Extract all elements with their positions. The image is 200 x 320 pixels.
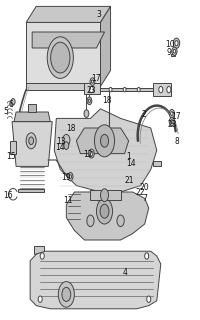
Circle shape bbox=[100, 189, 108, 202]
Circle shape bbox=[158, 86, 162, 93]
Polygon shape bbox=[28, 104, 36, 112]
Text: 23: 23 bbox=[166, 120, 176, 129]
Circle shape bbox=[123, 87, 125, 92]
Text: 9: 9 bbox=[165, 48, 170, 57]
Circle shape bbox=[90, 151, 92, 156]
Circle shape bbox=[50, 42, 70, 73]
Circle shape bbox=[168, 109, 174, 118]
Circle shape bbox=[116, 215, 124, 227]
Polygon shape bbox=[76, 128, 128, 154]
Polygon shape bbox=[10, 141, 16, 154]
Polygon shape bbox=[66, 192, 148, 240]
Text: 14: 14 bbox=[125, 159, 135, 168]
Circle shape bbox=[89, 86, 93, 93]
Text: 15: 15 bbox=[6, 152, 16, 161]
Text: 16: 16 bbox=[3, 191, 13, 200]
Polygon shape bbox=[170, 54, 174, 56]
Polygon shape bbox=[90, 190, 120, 200]
Polygon shape bbox=[30, 251, 160, 309]
Text: 19: 19 bbox=[61, 173, 71, 182]
Circle shape bbox=[170, 120, 172, 124]
Polygon shape bbox=[54, 109, 156, 192]
Text: 1: 1 bbox=[126, 152, 130, 161]
Polygon shape bbox=[84, 83, 100, 94]
Polygon shape bbox=[14, 112, 50, 122]
Circle shape bbox=[62, 134, 70, 146]
Circle shape bbox=[69, 175, 71, 179]
Circle shape bbox=[100, 204, 108, 218]
Polygon shape bbox=[18, 189, 44, 192]
Circle shape bbox=[100, 134, 108, 147]
Circle shape bbox=[170, 112, 172, 116]
Polygon shape bbox=[100, 6, 110, 86]
Circle shape bbox=[90, 78, 94, 85]
Circle shape bbox=[172, 49, 175, 53]
Circle shape bbox=[38, 296, 42, 302]
Circle shape bbox=[144, 253, 148, 259]
Circle shape bbox=[105, 130, 111, 139]
Text: 11: 11 bbox=[63, 196, 72, 204]
Text: 7: 7 bbox=[142, 194, 146, 203]
Text: 17: 17 bbox=[170, 112, 180, 121]
Circle shape bbox=[172, 38, 179, 48]
Polygon shape bbox=[152, 161, 160, 166]
Text: 6: 6 bbox=[9, 100, 13, 109]
Text: 20: 20 bbox=[139, 183, 148, 192]
Polygon shape bbox=[26, 83, 100, 90]
Text: 12: 12 bbox=[83, 150, 93, 159]
Text: 18: 18 bbox=[66, 124, 76, 133]
Text: 22: 22 bbox=[135, 188, 145, 197]
Polygon shape bbox=[84, 88, 166, 91]
Text: 5: 5 bbox=[4, 107, 8, 116]
Circle shape bbox=[166, 86, 170, 93]
Text: 10: 10 bbox=[165, 40, 174, 49]
Circle shape bbox=[29, 137, 33, 145]
Circle shape bbox=[64, 142, 68, 149]
Text: 3: 3 bbox=[96, 10, 100, 19]
Circle shape bbox=[40, 253, 44, 259]
Circle shape bbox=[86, 215, 94, 227]
Circle shape bbox=[88, 149, 94, 158]
Circle shape bbox=[58, 282, 74, 307]
Text: 2: 2 bbox=[141, 110, 145, 119]
Circle shape bbox=[26, 133, 36, 149]
Circle shape bbox=[146, 296, 150, 302]
Polygon shape bbox=[26, 6, 110, 22]
Polygon shape bbox=[12, 122, 52, 166]
Text: 14: 14 bbox=[55, 143, 65, 152]
Circle shape bbox=[168, 117, 174, 126]
Circle shape bbox=[171, 47, 176, 55]
Text: 13: 13 bbox=[56, 137, 66, 146]
Circle shape bbox=[91, 80, 93, 83]
Polygon shape bbox=[152, 83, 170, 96]
Polygon shape bbox=[34, 246, 44, 254]
Circle shape bbox=[96, 198, 112, 224]
Text: 18: 18 bbox=[101, 96, 111, 105]
Circle shape bbox=[137, 87, 139, 92]
Circle shape bbox=[62, 287, 70, 301]
Circle shape bbox=[87, 97, 91, 105]
Circle shape bbox=[88, 99, 90, 102]
Circle shape bbox=[11, 99, 15, 105]
Text: 17: 17 bbox=[91, 74, 101, 83]
Circle shape bbox=[47, 37, 73, 78]
Circle shape bbox=[84, 110, 88, 117]
Circle shape bbox=[67, 172, 73, 181]
Text: 23: 23 bbox=[86, 86, 96, 95]
Text: 21: 21 bbox=[124, 176, 134, 185]
Text: 4: 4 bbox=[122, 268, 126, 277]
Polygon shape bbox=[32, 32, 104, 48]
Circle shape bbox=[94, 125, 114, 157]
Polygon shape bbox=[26, 22, 100, 86]
Text: 8: 8 bbox=[174, 137, 178, 146]
Circle shape bbox=[109, 87, 111, 92]
Circle shape bbox=[174, 41, 177, 46]
